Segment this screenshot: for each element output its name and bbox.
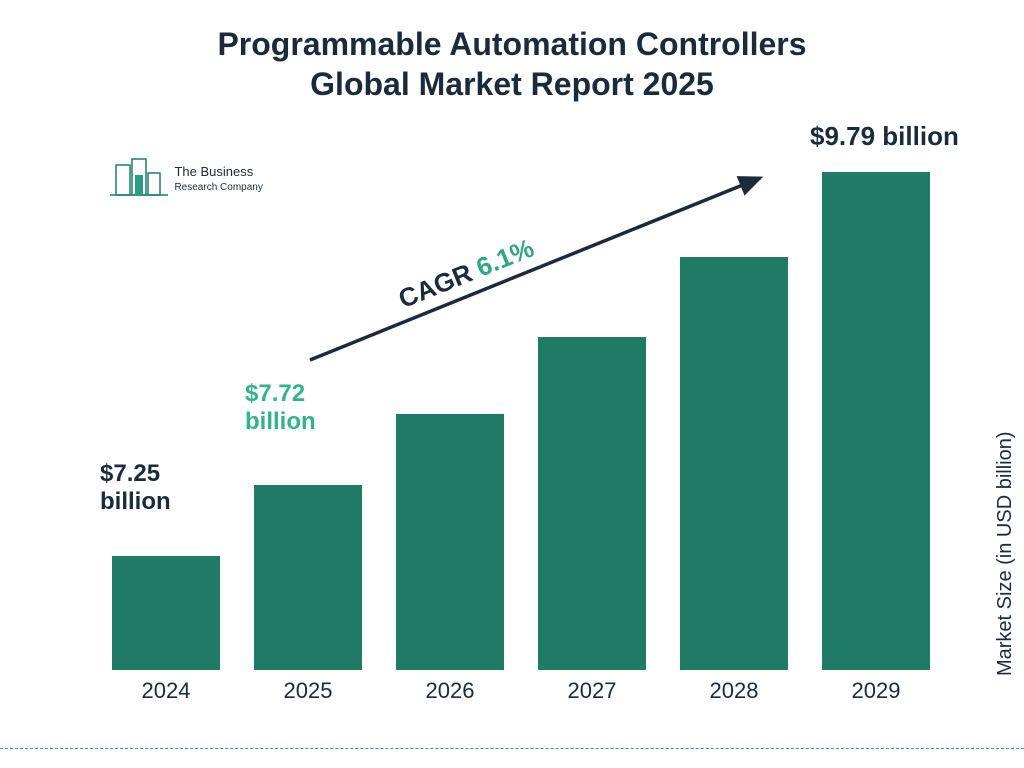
bar-2028 xyxy=(680,257,788,670)
bar-2026 xyxy=(396,414,504,670)
x-label-2024: 2024 xyxy=(112,678,220,704)
x-axis-labels: 2024 2025 2026 2027 2028 2029 xyxy=(100,678,930,708)
x-label-2025: 2025 xyxy=(254,678,362,704)
chart-title-line2: Global Market Report 2025 xyxy=(0,64,1024,104)
x-label-2027: 2027 xyxy=(538,678,646,704)
value-label-2: $9.79 billion xyxy=(810,122,959,152)
chart-title-line1: Programmable Automation Controllers xyxy=(0,24,1024,64)
x-label-2029: 2029 xyxy=(822,678,930,704)
bar-2024 xyxy=(112,556,220,670)
bar-2027 xyxy=(538,337,646,670)
value-label-1: $7.72billion xyxy=(245,380,316,435)
value-label-0: $7.25billion xyxy=(100,460,171,515)
x-label-2028: 2028 xyxy=(680,678,788,704)
divider xyxy=(0,748,1024,749)
chart-title: Programmable Automation Controllers Glob… xyxy=(0,24,1024,104)
bar-2025 xyxy=(254,485,362,670)
y-axis-label: Market Size (in USD billion) xyxy=(995,432,1018,677)
bar-chart xyxy=(100,140,930,670)
bar-2029 xyxy=(822,172,930,670)
x-label-2026: 2026 xyxy=(396,678,504,704)
